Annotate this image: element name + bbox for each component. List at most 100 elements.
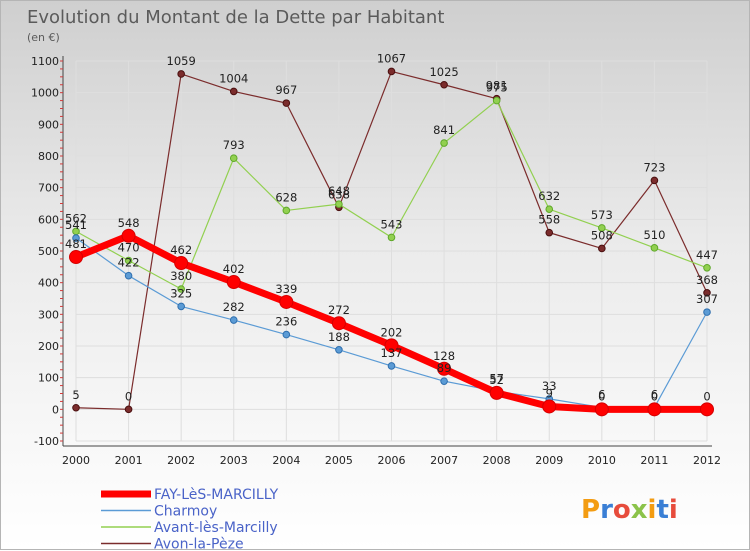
data-label: 89 (437, 361, 452, 375)
y-tick-label: 400 (38, 277, 59, 290)
data-label: 0 (125, 389, 132, 403)
x-tick-label: 2010 (588, 454, 616, 467)
data-label: 9 (546, 386, 553, 400)
x-tick-label: 2007 (430, 454, 458, 467)
data-point (175, 257, 188, 270)
data-label: 548 (118, 216, 140, 230)
data-point (599, 245, 606, 252)
y-tick-label: 500 (38, 245, 59, 258)
data-point (441, 81, 448, 88)
data-label: 0 (703, 389, 710, 403)
data-label: 272 (328, 303, 350, 317)
data-point (125, 406, 132, 413)
y-tick-label: 700 (38, 182, 59, 195)
data-label: 236 (275, 315, 297, 329)
data-point (336, 347, 343, 354)
y-tick-label: 900 (38, 118, 59, 131)
data-label: 380 (170, 269, 192, 283)
y-tick-label: 300 (38, 308, 59, 321)
data-point (704, 264, 711, 271)
logo-text: Proxiti (581, 495, 678, 525)
data-point (73, 404, 80, 411)
data-label: 0 (598, 389, 605, 403)
data-point (441, 140, 448, 147)
data-label: 368 (696, 273, 718, 287)
data-label: 793 (223, 138, 245, 152)
data-label: 508 (591, 228, 613, 242)
data-label: 307 (696, 292, 718, 306)
chart-title: Evolution du Montant de la Dette par Hab… (27, 7, 444, 28)
data-point (388, 234, 395, 241)
x-tick-label: 2009 (535, 454, 563, 467)
data-point (336, 201, 343, 208)
legend-label: Charmoy (154, 504, 217, 520)
data-point (70, 251, 83, 264)
data-point (648, 403, 661, 416)
x-tick-label: 2000 (62, 454, 90, 467)
data-label: 462 (170, 243, 192, 257)
data-point (388, 68, 395, 75)
data-label: 841 (433, 123, 455, 137)
legend-label: Avant-lès-Marcilly (154, 520, 278, 536)
data-point (178, 71, 185, 78)
data-label: 1059 (167, 54, 196, 68)
x-tick-label: 2003 (220, 454, 248, 467)
data-point (125, 272, 132, 279)
data-point (543, 400, 556, 413)
data-point (230, 88, 237, 95)
data-point (490, 386, 503, 399)
data-label: 1025 (429, 65, 458, 79)
data-point (283, 207, 290, 214)
data-point (283, 331, 290, 338)
data-label: 723 (643, 160, 665, 174)
data-label: 137 (381, 346, 403, 360)
data-label: 481 (65, 237, 87, 251)
data-point (280, 295, 293, 308)
data-label: 1067 (377, 51, 406, 65)
x-tick-label: 2006 (378, 454, 406, 467)
data-label: 967 (275, 83, 297, 97)
x-tick-label: 2011 (640, 454, 668, 467)
proxiti-logo: Proxiti (581, 495, 678, 525)
data-label: 339 (275, 282, 297, 296)
data-label: 188 (328, 330, 350, 344)
data-label: 5 (72, 388, 79, 402)
data-label: 447 (696, 248, 718, 262)
x-tick-label: 2008 (483, 454, 511, 467)
data-label: 510 (643, 228, 665, 242)
data-label: 648 (328, 184, 350, 198)
data-label: 325 (170, 286, 192, 300)
data-point (546, 206, 553, 213)
data-point (595, 403, 608, 416)
data-label: 541 (65, 218, 87, 232)
y-tick-label: -100 (34, 435, 59, 448)
data-label: 543 (381, 217, 403, 231)
data-point (332, 317, 345, 330)
x-tick-label: 2004 (272, 454, 300, 467)
x-tick-label: 2001 (115, 454, 143, 467)
data-point (546, 229, 553, 236)
data-point (704, 309, 711, 316)
y-tick-label: 200 (38, 340, 59, 353)
data-label: 632 (538, 189, 560, 203)
data-label: 1004 (219, 71, 248, 85)
chart-subtitle: (en €) (27, 31, 60, 44)
data-label: 202 (381, 325, 403, 339)
data-point (178, 303, 185, 310)
legend-label: Avon-la-Pèze (154, 537, 244, 551)
data-point (388, 363, 395, 370)
data-point (493, 97, 500, 104)
data-label: 470 (118, 241, 140, 255)
y-tick-label: 1000 (31, 87, 59, 100)
y-tick-label: 800 (38, 150, 59, 163)
x-tick-label: 2002 (167, 454, 195, 467)
data-point (651, 245, 658, 252)
data-label: 0 (651, 389, 658, 403)
data-label: 573 (591, 208, 613, 222)
data-label: 128 (433, 349, 455, 363)
y-tick-label: 600 (38, 213, 59, 226)
y-tick-label: 100 (38, 372, 59, 385)
data-label: 422 (118, 256, 140, 270)
